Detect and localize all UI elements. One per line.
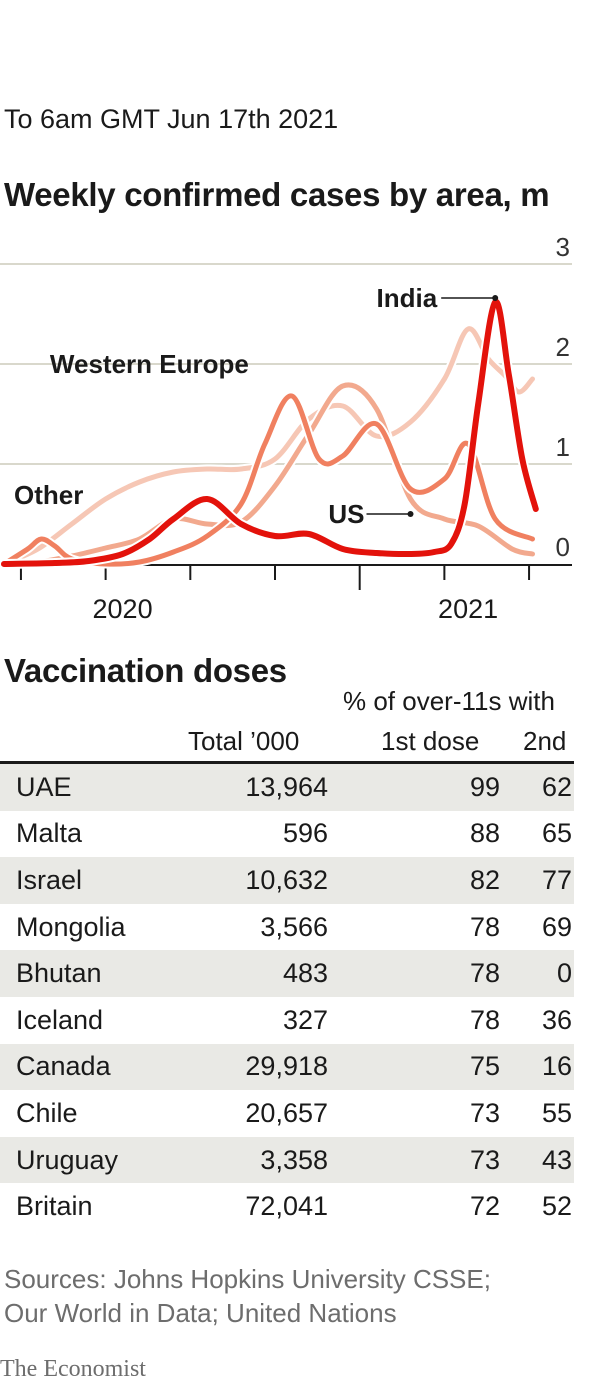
country-cell: Chile xyxy=(16,1097,78,1128)
country-cell: Iceland xyxy=(16,1004,104,1035)
india-marker xyxy=(492,295,499,301)
first-dose-cell: 73 xyxy=(469,1097,500,1128)
x-tick-label: 2021 xyxy=(438,594,498,624)
table-row: Chile 20,657 73 55 xyxy=(0,1090,574,1137)
first-dose-cell: 73 xyxy=(469,1144,500,1175)
table-top-rule xyxy=(0,761,574,764)
first-dose-cell: 75 xyxy=(469,1051,500,1082)
total-cell: 20,657 xyxy=(245,1097,328,1128)
first-dose-cell: 99 xyxy=(469,771,500,802)
country-cell: Britain xyxy=(16,1191,93,1222)
country-cell: Canada xyxy=(16,1051,111,1082)
chart-title: Weekly confirmed cases by area, m xyxy=(4,176,550,213)
date-caption: To 6am GMT Jun 17th 2021 xyxy=(4,104,339,134)
source-line-2: Our World in Data; United Nations xyxy=(4,1298,397,1328)
total-cell: 3,358 xyxy=(260,1144,328,1175)
second-dose-cell: 77 xyxy=(541,864,572,895)
table-row: Iceland 327 78 36 xyxy=(0,997,574,1044)
table-row: Canada 29,918 75 16 xyxy=(0,1043,574,1091)
label-us: US xyxy=(328,499,364,529)
source-line-1: Sources: Johns Hopkins University CSSE; xyxy=(4,1264,491,1294)
label-western-europe: Western Europe xyxy=(50,349,249,379)
vaccination-table: UAE 13,964 99 62 Malta 596 88 65 Israel 10,632 82 7… xyxy=(0,764,574,1230)
country-cell: Bhutan xyxy=(16,958,102,989)
second-dose-cell: 0 xyxy=(556,958,572,989)
y-tick-label: 1 xyxy=(556,432,570,462)
second-dose-cell: 16 xyxy=(541,1051,572,1082)
table-row: Israel 10,632 82 77 xyxy=(0,857,574,904)
second-dose-cell: 65 xyxy=(541,818,572,849)
column-header-second-dose: 2nd xyxy=(523,726,567,756)
country-cell: UAE xyxy=(16,771,72,802)
y-tick-label: 3 xyxy=(556,232,570,262)
second-dose-cell: 55 xyxy=(541,1097,572,1128)
first-dose-cell: 78 xyxy=(469,958,500,989)
first-dose-cell: 82 xyxy=(469,864,500,895)
cases-line-chart: 0 1 2 3 2020 2021 India Western Europe US Other xyxy=(0,232,572,624)
total-cell: 483 xyxy=(282,958,328,989)
total-cell: 13,964 xyxy=(245,771,328,802)
second-dose-cell: 43 xyxy=(541,1144,572,1175)
y-tick-label: 2 xyxy=(556,332,570,362)
table-row: Britain 72,041 72 52 xyxy=(0,1183,574,1230)
x-tick-label: 2020 xyxy=(93,594,153,624)
brand-logo: The Economist xyxy=(0,1356,146,1382)
column-header-first-dose: 1st dose xyxy=(381,726,480,756)
us-marker xyxy=(407,511,414,517)
series-line-western-europe xyxy=(1,393,535,567)
total-cell: 596 xyxy=(282,818,328,849)
y-tick-label: 0 xyxy=(556,532,570,562)
table-row: UAE 13,964 99 62 xyxy=(0,764,574,811)
group-header: % of over-11s with xyxy=(343,686,555,716)
source-note: Sources: Johns Hopkins University CSSE; … xyxy=(4,1262,491,1330)
second-dose-cell: 69 xyxy=(541,911,572,942)
table-row: Malta 596 88 65 xyxy=(0,811,574,858)
total-cell: 72,041 xyxy=(245,1191,328,1222)
table-row: Mongolia 3,566 78 69 xyxy=(0,904,574,951)
first-dose-cell: 78 xyxy=(469,911,500,942)
series-line-us xyxy=(1,382,535,567)
country-cell: Malta xyxy=(16,818,83,849)
table-row: Uruguay 3,358 73 43 xyxy=(0,1136,574,1184)
label-other: Other xyxy=(14,480,83,510)
country-cell: Uruguay xyxy=(16,1144,119,1175)
table-row: Bhutan 483 78 0 xyxy=(0,950,574,997)
second-dose-cell: 36 xyxy=(541,1004,572,1035)
second-dose-cell: 52 xyxy=(541,1191,572,1222)
label-india: India xyxy=(377,283,438,313)
vaccination-title: Vaccination doses xyxy=(4,652,287,689)
first-dose-cell: 72 xyxy=(469,1191,500,1222)
total-cell: 29,918 xyxy=(245,1051,328,1082)
series-line-india xyxy=(1,298,539,567)
total-cell: 327 xyxy=(282,1004,328,1035)
first-dose-cell: 88 xyxy=(469,818,500,849)
total-cell: 3,566 xyxy=(260,911,328,942)
first-dose-cell: 78 xyxy=(469,1004,500,1035)
column-header-total: Total ’000 xyxy=(188,726,300,756)
country-cell: Mongolia xyxy=(16,911,126,942)
total-cell: 10,632 xyxy=(245,864,328,895)
second-dose-cell: 62 xyxy=(541,771,572,802)
country-cell: Israel xyxy=(16,864,83,895)
